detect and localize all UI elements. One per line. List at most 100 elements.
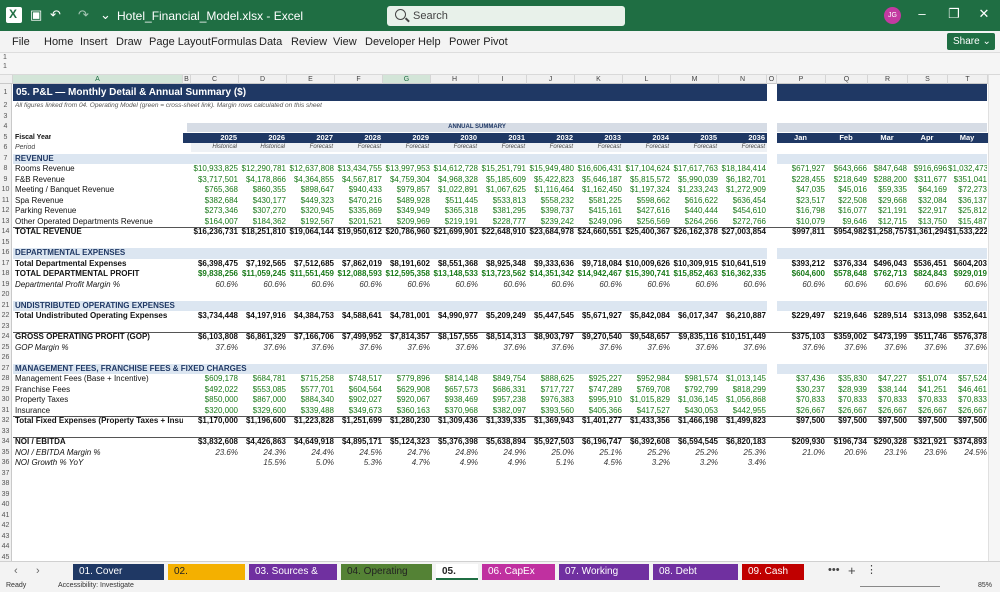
cell-value[interactable]: $976,383 xyxy=(540,395,574,404)
cell-value[interactable]: $26,162,378 xyxy=(673,227,719,236)
cell-value[interactable]: 24.3% xyxy=(263,447,286,457)
row-header-37[interactable]: 37 xyxy=(0,468,12,479)
cell-value[interactable]: $5,185,609 xyxy=(485,174,526,184)
cell-value[interactable]: 24.8% xyxy=(455,447,478,457)
cell-value[interactable]: 60.6% xyxy=(884,279,907,289)
cell-value[interactable]: $376,334 xyxy=(833,258,867,268)
cell-value[interactable]: $10,151,449 xyxy=(721,332,767,341)
cell-value[interactable]: $454,610 xyxy=(732,206,766,215)
tab-08-debt-schedule[interactable]: 08. Debt Schedule xyxy=(653,564,738,593)
row-header-23[interactable]: 23 xyxy=(0,321,12,332)
cell-value[interactable]: $1,309,436 xyxy=(437,416,478,425)
column-header-I[interactable]: I xyxy=(479,75,527,84)
cell-value[interactable]: $288,200 xyxy=(873,174,907,184)
cell-value[interactable]: $17,104,624 xyxy=(625,164,671,173)
cell-value[interactable]: $6,182,701 xyxy=(725,174,766,184)
cell-value[interactable]: 23.6% xyxy=(215,447,238,457)
cell-value[interactable]: 25.2% xyxy=(647,447,670,457)
tab-04-operating-model[interactable]: 04. Operating Model xyxy=(341,564,432,593)
row-header-6[interactable]: 6 xyxy=(0,143,12,154)
column-header-M[interactable]: M xyxy=(671,75,719,84)
cell-value[interactable]: $1,036,145 xyxy=(677,395,718,404)
cell-value[interactable]: 5.0% xyxy=(315,458,334,467)
cell-value[interactable]: 60.6% xyxy=(844,279,867,289)
row-header-44[interactable]: 44 xyxy=(0,542,12,553)
cell-value[interactable]: $4,197,916 xyxy=(245,311,286,320)
cell-value[interactable]: 37.6% xyxy=(263,342,286,352)
cell-value[interactable]: $8,925,348 xyxy=(485,258,526,268)
cell-value[interactable]: $5,671,927 xyxy=(581,311,622,320)
cell-value[interactable]: $717,727 xyxy=(540,384,574,394)
cell-value[interactable]: 23.6% xyxy=(924,447,947,457)
cell-value[interactable]: 60.6% xyxy=(551,279,574,289)
row-header-38[interactable]: 38 xyxy=(0,479,12,490)
cell-value[interactable]: $14,351,342 xyxy=(529,269,575,278)
cell-value[interactable] xyxy=(868,458,907,469)
tab-scroll-left-icon[interactable]: ‹ xyxy=(14,565,18,577)
cell-value[interactable]: $19,950,612 xyxy=(337,227,383,236)
row-header-7[interactable]: 7 xyxy=(0,153,12,164)
customize-qat-icon[interactable]: ⌄ xyxy=(100,7,111,22)
cell-value[interactable]: $629,908 xyxy=(396,384,430,394)
cell-value[interactable]: $1,233,243 xyxy=(677,185,718,194)
cell-value[interactable]: $9,838,256 xyxy=(197,269,238,278)
cell-value[interactable]: $578,648 xyxy=(833,269,867,278)
cell-value[interactable]: $1,361,294 xyxy=(908,227,947,236)
cell-value[interactable]: $860,355 xyxy=(252,185,286,194)
cell-value[interactable]: $981,574 xyxy=(684,374,718,383)
row-header-2[interactable]: 2 xyxy=(0,101,12,112)
cell-value[interactable]: 20.6% xyxy=(844,447,867,457)
cell-value[interactable]: $7,512,685 xyxy=(293,258,334,268)
cell-value[interactable]: $470,216 xyxy=(348,195,382,205)
cell-value[interactable]: $36,137 xyxy=(958,195,987,205)
cell-value[interactable]: $4,426,863 xyxy=(245,437,286,446)
cell-value[interactable]: 37.6% xyxy=(551,342,574,352)
cell-value[interactable]: 60.6% xyxy=(802,279,825,289)
cell-value[interactable]: $15,390,741 xyxy=(625,269,671,278)
cell-value[interactable]: $430,177 xyxy=(252,195,286,205)
cell-value[interactable]: 37.6% xyxy=(503,342,526,352)
row-header-24[interactable]: 24 xyxy=(0,332,12,343)
cell-value[interactable]: $47,227 xyxy=(878,374,907,383)
cell-value[interactable]: $5,124,323 xyxy=(389,437,430,446)
minimize-icon[interactable]: – xyxy=(918,6,926,21)
cell-value[interactable]: $13,997,953 xyxy=(385,164,431,173)
cell-value[interactable]: 24.4% xyxy=(311,447,334,457)
cell-value[interactable]: $374,893 xyxy=(953,437,987,446)
menu-item-help[interactable]: Help xyxy=(418,36,441,48)
cell-value[interactable]: $209,969 xyxy=(396,216,430,226)
cell-value[interactable]: $10,641,519 xyxy=(721,258,767,268)
cell-value[interactable]: $1,433,356 xyxy=(629,416,670,425)
menu-item-draw[interactable]: Draw xyxy=(116,36,142,48)
cell-value[interactable]: $393,560 xyxy=(540,405,574,415)
cell-value[interactable]: $218,649 xyxy=(833,174,867,184)
row-header-26[interactable]: 26 xyxy=(0,353,12,364)
column-header-Q[interactable]: Q xyxy=(826,75,868,84)
cell-value[interactable]: 60.6% xyxy=(964,279,987,289)
cell-value[interactable]: $45,016 xyxy=(838,185,867,194)
cell-value[interactable]: $867,000 xyxy=(252,395,286,404)
cell-value[interactable]: 24.9% xyxy=(503,447,526,457)
cell-value[interactable]: $398,737 xyxy=(540,206,574,215)
cell-value[interactable]: $4,895,171 xyxy=(341,437,382,446)
row-header-13[interactable]: 13 xyxy=(0,216,12,227)
cell-value[interactable]: $209,930 xyxy=(791,437,825,446)
cell-value[interactable]: 60.6% xyxy=(263,279,286,289)
cell-value[interactable]: $929,019 xyxy=(953,269,987,278)
column-header-T[interactable]: T xyxy=(948,75,988,84)
row-header-18[interactable]: 18 xyxy=(0,269,12,280)
menu-item-data[interactable]: Data xyxy=(259,36,283,48)
cell-value[interactable]: 60.6% xyxy=(695,279,718,289)
cell-value[interactable]: $7,192,565 xyxy=(245,258,286,268)
cell-value[interactable]: $201,521 xyxy=(348,216,382,226)
cell-value[interactable]: $1,280,230 xyxy=(389,416,430,425)
cell-value[interactable]: $415,161 xyxy=(588,206,622,215)
tab-06-capex-ff-e[interactable]: 06. CapEx FF&E xyxy=(482,564,555,593)
cell-value[interactable]: $256,569 xyxy=(636,216,670,226)
cell-value[interactable]: $747,289 xyxy=(588,384,622,394)
cell-value[interactable]: $7,166,706 xyxy=(293,332,334,341)
row-header-9[interactable]: 9 xyxy=(0,174,12,185)
cell-value[interactable]: $47,035 xyxy=(796,185,825,194)
cell-value[interactable]: $359,002 xyxy=(833,332,867,341)
cell-value[interactable]: 25.2% xyxy=(695,447,718,457)
